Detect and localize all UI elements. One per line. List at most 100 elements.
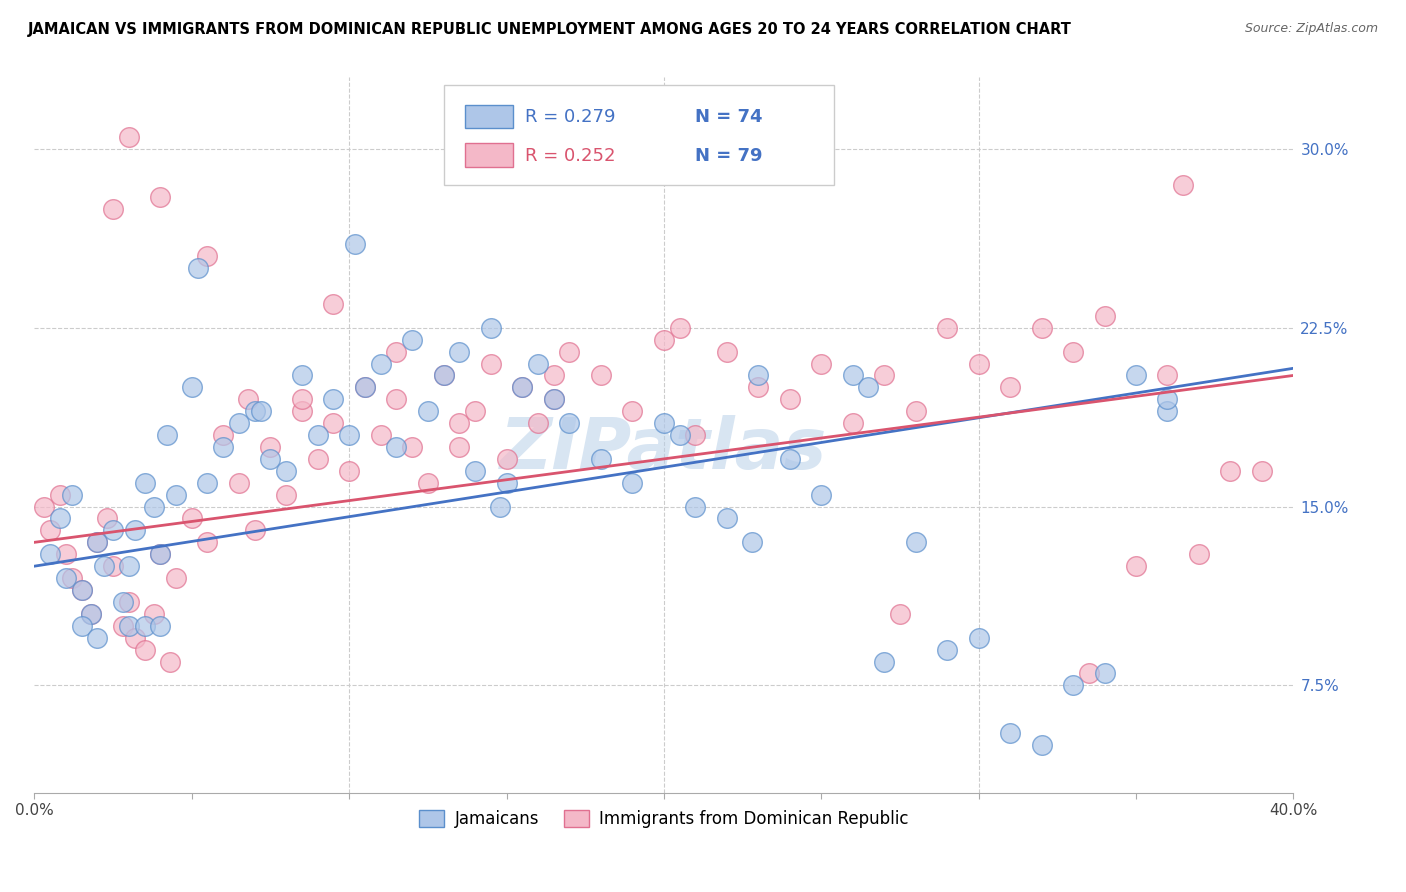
Point (228, 475, 250, 490)
Point (259, 451, 281, 466)
Point (479, 320, 502, 334)
Point (810, 357, 832, 371)
Point (197, 249, 219, 263)
Point (401, 440, 423, 454)
Point (354, 380, 377, 394)
Point (60, 488, 83, 502)
Point (1156, 404, 1178, 418)
Point (165, 571, 187, 585)
Point (747, 368, 769, 383)
Point (889, 607, 911, 621)
Point (124, 524, 146, 538)
Bar (465, 104, 513, 128)
Point (479, 357, 502, 371)
Legend: Jamaicans, Immigrants from Dominican Republic: Jamaicans, Immigrants from Dominican Rep… (413, 803, 915, 834)
Point (841, 368, 863, 383)
Point (449, 344, 471, 359)
Point (1156, 368, 1178, 383)
Point (1188, 547, 1211, 561)
Point (96, 511, 118, 525)
Point (370, 357, 392, 371)
Point (416, 404, 439, 418)
Point (86, 631, 108, 645)
Point (416, 475, 439, 490)
Point (1031, 738, 1053, 752)
Point (228, 416, 250, 430)
Point (80, 607, 103, 621)
Point (118, 595, 141, 609)
Text: N = 74: N = 74 (696, 109, 763, 127)
Point (904, 404, 927, 418)
Point (1125, 559, 1147, 574)
Point (322, 392, 344, 407)
Point (873, 655, 896, 669)
Text: Source: ZipAtlas.com: Source: ZipAtlas.com (1244, 22, 1378, 36)
Point (143, 607, 166, 621)
Point (86, 535, 108, 549)
Point (212, 428, 235, 442)
Point (716, 511, 738, 525)
Point (80, 607, 103, 621)
Point (495, 451, 517, 466)
Point (1031, 320, 1053, 334)
Text: R = 0.279: R = 0.279 (526, 109, 616, 127)
Text: ZIPatlas: ZIPatlas (501, 415, 828, 483)
Point (124, 631, 146, 645)
Point (510, 380, 533, 394)
Point (589, 451, 612, 466)
Point (779, 451, 801, 466)
Point (621, 475, 644, 490)
Text: JAMAICAN VS IMMIGRANTS FROM DOMINICAN REPUBLIC UNEMPLOYMENT AMONG AGES 20 TO 24 : JAMAICAN VS IMMIGRANTS FROM DOMINICAN RE… (28, 22, 1071, 37)
Bar (465, 144, 513, 167)
Text: N = 79: N = 79 (696, 147, 763, 165)
Point (149, 189, 172, 203)
Point (1094, 309, 1116, 323)
Point (118, 130, 141, 145)
Point (322, 297, 344, 311)
Point (449, 440, 471, 454)
Point (276, 488, 298, 502)
Point (93, 559, 115, 574)
Point (197, 535, 219, 549)
Point (1062, 344, 1084, 359)
Point (134, 619, 156, 633)
Point (70, 582, 93, 597)
Point (858, 380, 880, 394)
Point (495, 475, 517, 490)
Point (998, 726, 1021, 740)
Point (143, 500, 166, 514)
Point (243, 524, 266, 538)
Point (197, 475, 219, 490)
Point (543, 392, 565, 407)
Point (668, 320, 690, 334)
Point (243, 404, 266, 418)
Point (86, 535, 108, 549)
Point (558, 344, 581, 359)
Point (527, 416, 550, 430)
Point (558, 416, 581, 430)
Point (101, 524, 124, 538)
Text: R = 0.252: R = 0.252 (526, 147, 616, 165)
Point (149, 547, 172, 561)
Point (779, 392, 801, 407)
Point (111, 595, 134, 609)
Point (39, 524, 62, 538)
Point (652, 333, 675, 347)
Point (101, 559, 124, 574)
Point (250, 404, 273, 418)
Point (841, 416, 863, 430)
Point (118, 619, 141, 633)
Point (337, 464, 360, 478)
Point (1251, 464, 1274, 478)
Point (685, 500, 707, 514)
Point (307, 428, 329, 442)
Point (55, 547, 77, 561)
Point (39, 547, 62, 561)
Point (48, 511, 70, 525)
Point (464, 404, 486, 418)
Point (70, 619, 93, 633)
Point (621, 404, 644, 418)
Point (527, 357, 550, 371)
Point (489, 500, 512, 514)
Point (134, 475, 156, 490)
